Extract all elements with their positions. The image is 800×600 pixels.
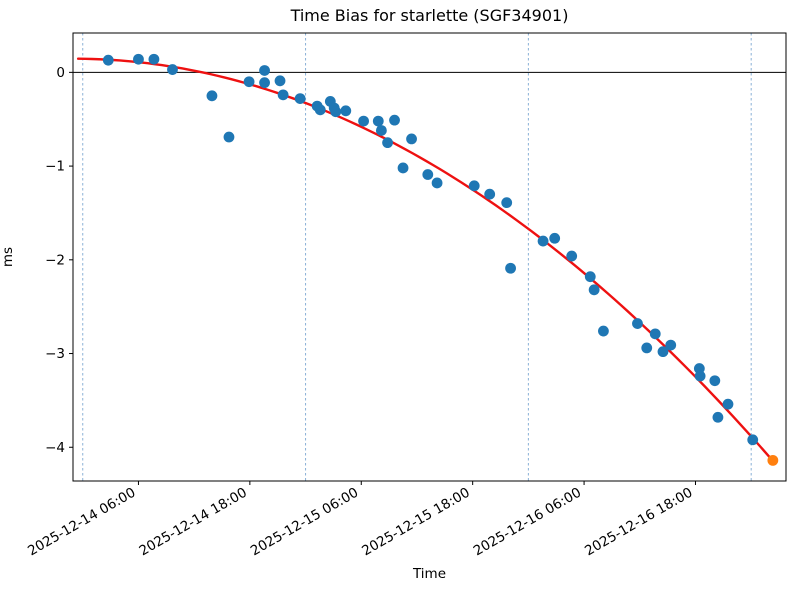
x-tick-label: 2025-12-16 06:00 (471, 485, 584, 560)
scatter-point (294, 93, 306, 105)
scatter-point (665, 339, 677, 351)
y-tick-label: −3 (45, 346, 65, 362)
scatter-point (709, 375, 721, 387)
x-tick-label: 2025-12-14 18:00 (137, 485, 250, 560)
scatter-point (102, 54, 114, 66)
scatter-point (314, 104, 326, 116)
scatter-point (330, 106, 342, 118)
latest-point (767, 454, 779, 466)
scatter-point (468, 180, 480, 192)
x-tick-label: 2025-12-15 06:00 (248, 485, 361, 560)
scatter-point (340, 105, 352, 117)
chart-title: Time Bias for starlette (SGF34901) (290, 6, 569, 25)
x-axis-label: Time (412, 566, 447, 582)
scatter-point (588, 284, 600, 296)
scatter-point (484, 188, 496, 200)
scatter-point (259, 77, 270, 89)
y-tick-label: −2 (45, 252, 65, 268)
scatter-point (712, 411, 724, 423)
scatter-point (358, 115, 369, 127)
y-axis-label: ms (0, 246, 16, 268)
scatter-point (694, 370, 706, 382)
scatter-point (657, 346, 669, 358)
scatter-point (148, 53, 160, 65)
scatter-point (133, 53, 144, 65)
scatter-point (501, 197, 513, 209)
y-tick-label: 0 (56, 65, 65, 81)
scatter-point (382, 137, 393, 149)
scatter-point (641, 342, 653, 354)
plot-border (72, 32, 787, 482)
scatter-point (259, 65, 270, 76)
scatter-point (549, 232, 561, 244)
scatter-point (389, 114, 400, 126)
scatter-point (584, 271, 596, 283)
scatter-point (406, 133, 417, 145)
scatter-point (277, 89, 289, 101)
scatter-point (649, 328, 661, 340)
scatter-point (566, 250, 578, 262)
scatter-point (206, 90, 218, 102)
scatter-point (223, 131, 235, 143)
x-tick-label: 2025-12-15 18:00 (359, 485, 472, 560)
scatter-point (397, 162, 409, 174)
scatter-point (372, 115, 384, 127)
scatter-point (375, 125, 387, 136)
scatter-point (722, 398, 734, 410)
x-tick-label: 2025-12-14 06:00 (25, 485, 138, 560)
scatter-point (505, 262, 516, 274)
scatter-point (422, 169, 434, 180)
scatter-point (598, 325, 609, 337)
scatter-point (243, 76, 255, 88)
scatter-point (431, 177, 443, 189)
scatter-point (747, 434, 759, 446)
y-tick-label: −1 (45, 159, 65, 175)
scatter-point (167, 64, 178, 75)
scatter-point (632, 318, 643, 329)
scatter-point (274, 75, 286, 87)
y-tick-label: −4 (45, 440, 65, 456)
fit-curve (76, 57, 774, 462)
x-tick-label: 2025-12-16 18:00 (582, 485, 695, 560)
scatter-point (537, 235, 549, 247)
